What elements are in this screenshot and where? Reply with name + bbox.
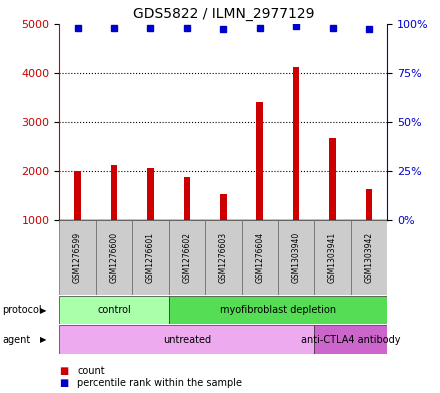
Text: percentile rank within the sample: percentile rank within the sample <box>77 378 242 388</box>
FancyBboxPatch shape <box>351 220 387 295</box>
FancyBboxPatch shape <box>169 296 387 324</box>
FancyBboxPatch shape <box>59 296 169 324</box>
FancyBboxPatch shape <box>314 220 351 295</box>
FancyBboxPatch shape <box>96 220 132 295</box>
Text: agent: agent <box>2 334 30 345</box>
Text: anti-CTLA4 antibody: anti-CTLA4 antibody <box>301 334 400 345</box>
Bar <box>293 67 300 269</box>
FancyBboxPatch shape <box>242 220 278 295</box>
FancyBboxPatch shape <box>169 220 205 295</box>
Text: GSM1276604: GSM1276604 <box>255 232 264 283</box>
Text: GSM1303942: GSM1303942 <box>364 232 374 283</box>
FancyBboxPatch shape <box>59 220 96 295</box>
Text: myofibroblast depletion: myofibroblast depletion <box>220 305 336 315</box>
Text: protocol: protocol <box>2 305 42 315</box>
Text: GSM1276601: GSM1276601 <box>146 232 155 283</box>
FancyBboxPatch shape <box>132 220 169 295</box>
Text: GSM1276599: GSM1276599 <box>73 232 82 283</box>
Text: GSM1276603: GSM1276603 <box>219 232 228 283</box>
Bar <box>147 167 154 269</box>
Text: GSM1303940: GSM1303940 <box>292 232 301 283</box>
FancyBboxPatch shape <box>205 220 242 295</box>
Text: count: count <box>77 366 105 376</box>
FancyBboxPatch shape <box>314 325 387 354</box>
Text: ■: ■ <box>59 366 69 376</box>
Text: ▶: ▶ <box>40 335 46 344</box>
Bar <box>74 171 81 269</box>
Text: ▶: ▶ <box>40 306 46 314</box>
Text: ■: ■ <box>59 378 69 388</box>
Text: GSM1303941: GSM1303941 <box>328 232 337 283</box>
FancyBboxPatch shape <box>278 220 314 295</box>
Title: GDS5822 / ILMN_2977129: GDS5822 / ILMN_2977129 <box>132 7 314 21</box>
Bar <box>366 189 372 269</box>
Bar <box>220 193 227 269</box>
Text: control: control <box>97 305 131 315</box>
Bar <box>183 177 190 269</box>
FancyBboxPatch shape <box>59 325 314 354</box>
Text: untreated: untreated <box>163 334 211 345</box>
Bar <box>329 138 336 269</box>
Bar <box>111 165 117 269</box>
Text: GSM1276602: GSM1276602 <box>182 232 191 283</box>
Bar <box>257 102 263 269</box>
Text: GSM1276600: GSM1276600 <box>110 232 118 283</box>
